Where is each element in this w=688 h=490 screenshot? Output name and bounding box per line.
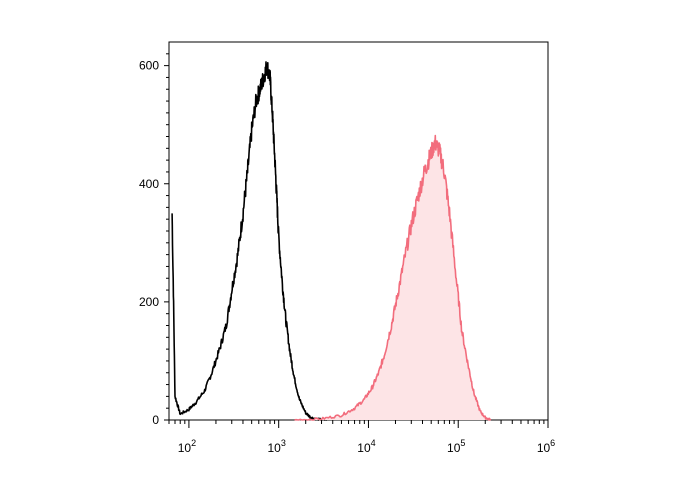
y-tick-label: 600 bbox=[139, 59, 159, 73]
y-tick-label: 400 bbox=[139, 177, 159, 191]
x-tick-label: 103 bbox=[267, 438, 285, 455]
series-0-line bbox=[171, 61, 329, 421]
plot-frame bbox=[168, 41, 549, 421]
axis-layer: 0 200 400 600 102 103 104 105 106 bbox=[139, 53, 555, 455]
series-1-area bbox=[294, 135, 491, 420]
y-tick-label: 0 bbox=[152, 413, 159, 427]
series-1-line bbox=[294, 134, 492, 421]
x-tick-label: 106 bbox=[537, 438, 555, 455]
y-tick-label: 200 bbox=[139, 295, 159, 309]
x-tick-label: 105 bbox=[447, 438, 465, 455]
series-layer bbox=[171, 61, 492, 421]
x-tick-label: 102 bbox=[178, 438, 196, 455]
x-tick-label: 104 bbox=[357, 438, 375, 455]
